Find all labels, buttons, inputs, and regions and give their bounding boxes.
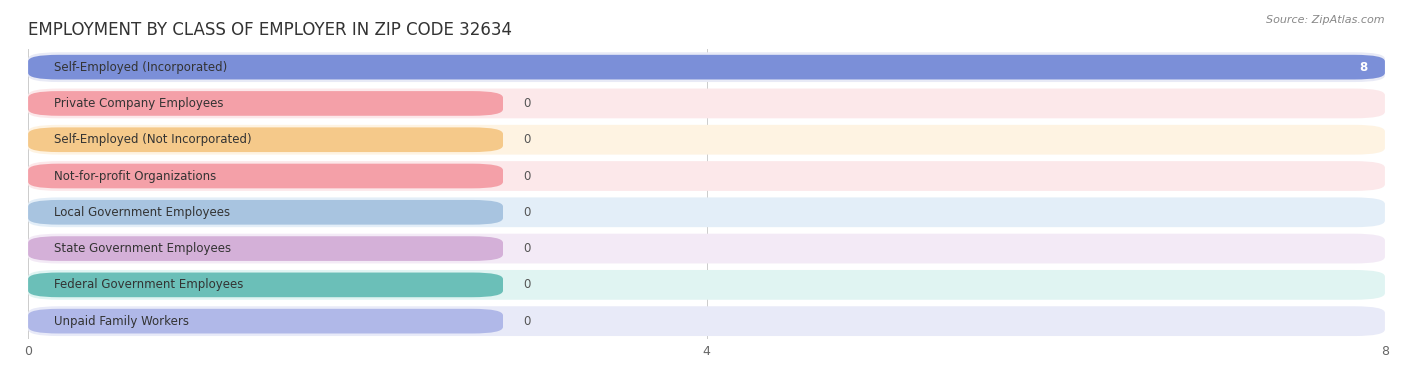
Text: Federal Government Employees: Federal Government Employees [53, 278, 243, 291]
Text: 0: 0 [523, 133, 530, 146]
Text: State Government Employees: State Government Employees [53, 242, 231, 255]
Text: Self-Employed (Not Incorporated): Self-Employed (Not Incorporated) [53, 133, 252, 146]
Text: 0: 0 [523, 278, 530, 291]
FancyBboxPatch shape [28, 273, 503, 297]
FancyBboxPatch shape [28, 306, 1385, 336]
Text: Private Company Employees: Private Company Employees [53, 97, 224, 110]
FancyBboxPatch shape [28, 161, 1385, 191]
FancyBboxPatch shape [28, 198, 1385, 227]
FancyBboxPatch shape [28, 200, 503, 225]
FancyBboxPatch shape [28, 89, 1385, 118]
FancyBboxPatch shape [28, 55, 1385, 80]
Text: 0: 0 [523, 97, 530, 110]
Text: 0: 0 [523, 242, 530, 255]
FancyBboxPatch shape [28, 91, 503, 116]
FancyBboxPatch shape [28, 309, 503, 334]
Text: 0: 0 [523, 206, 530, 219]
FancyBboxPatch shape [28, 127, 503, 152]
Text: Self-Employed (Incorporated): Self-Employed (Incorporated) [53, 61, 226, 74]
Text: Unpaid Family Workers: Unpaid Family Workers [53, 315, 188, 328]
Text: Local Government Employees: Local Government Employees [53, 206, 229, 219]
Text: 8: 8 [1360, 61, 1368, 74]
Text: 0: 0 [523, 315, 530, 328]
Text: EMPLOYMENT BY CLASS OF EMPLOYER IN ZIP CODE 32634: EMPLOYMENT BY CLASS OF EMPLOYER IN ZIP C… [28, 21, 512, 39]
FancyBboxPatch shape [28, 164, 503, 188]
FancyBboxPatch shape [28, 52, 1385, 82]
FancyBboxPatch shape [28, 125, 1385, 155]
Text: Not-for-profit Organizations: Not-for-profit Organizations [53, 170, 215, 182]
Text: Source: ZipAtlas.com: Source: ZipAtlas.com [1267, 15, 1385, 25]
FancyBboxPatch shape [28, 270, 1385, 300]
Text: 0: 0 [523, 170, 530, 182]
FancyBboxPatch shape [28, 234, 1385, 264]
FancyBboxPatch shape [28, 236, 503, 261]
